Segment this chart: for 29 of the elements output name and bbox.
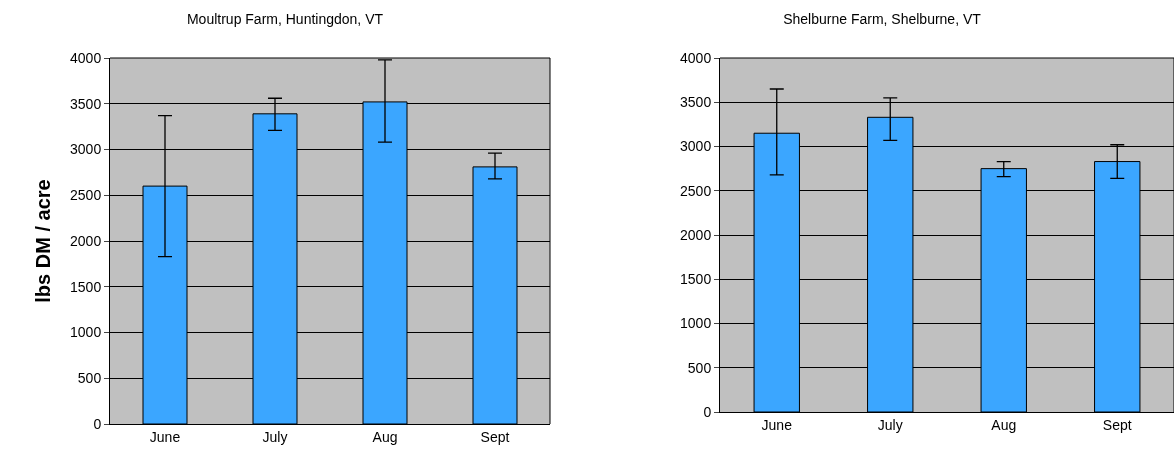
- chart-title: Shelburne Farm, Shelburne, VT: [783, 10, 982, 27]
- y-tick-label: 1000: [680, 315, 712, 332]
- y-tick-label: 2000: [70, 232, 102, 249]
- y-tick-label: 4000: [70, 49, 102, 66]
- y-tick-label: 3000: [70, 141, 102, 158]
- x-tick-label: July: [877, 416, 903, 433]
- y-tick-label: 0: [703, 403, 712, 420]
- x-tick-label: June: [149, 428, 181, 445]
- y-tick-label: 3000: [680, 138, 712, 155]
- y-tick-label: 1500: [680, 271, 712, 288]
- x-tick-label: July: [262, 428, 288, 445]
- y-tick-label: 2500: [680, 182, 712, 199]
- x-tick-label: Aug: [372, 428, 398, 445]
- y-tick-label: 3500: [70, 95, 102, 112]
- y-tick-label: 2000: [680, 226, 712, 243]
- x-tick-label: Aug: [991, 416, 1017, 433]
- y-axis-title: lbs DM / acre: [31, 179, 54, 303]
- y-tick-label: 500: [77, 370, 102, 387]
- y-tick-label: 4000: [680, 49, 712, 66]
- y-tick-label: 500: [687, 359, 712, 376]
- y-tick-label: 1500: [70, 278, 102, 295]
- x-tick-label: Sept: [1102, 416, 1132, 433]
- x-tick-label: Sept: [480, 428, 510, 445]
- y-tick-label: 3500: [680, 94, 712, 111]
- y-tick-label: 1000: [70, 324, 102, 341]
- x-tick-label: June: [761, 416, 793, 433]
- y-tick-label: 2500: [70, 187, 102, 204]
- y-tick-label: 0: [93, 415, 102, 432]
- chart-title: Moultrup Farm, Huntingdon, VT: [186, 10, 384, 27]
